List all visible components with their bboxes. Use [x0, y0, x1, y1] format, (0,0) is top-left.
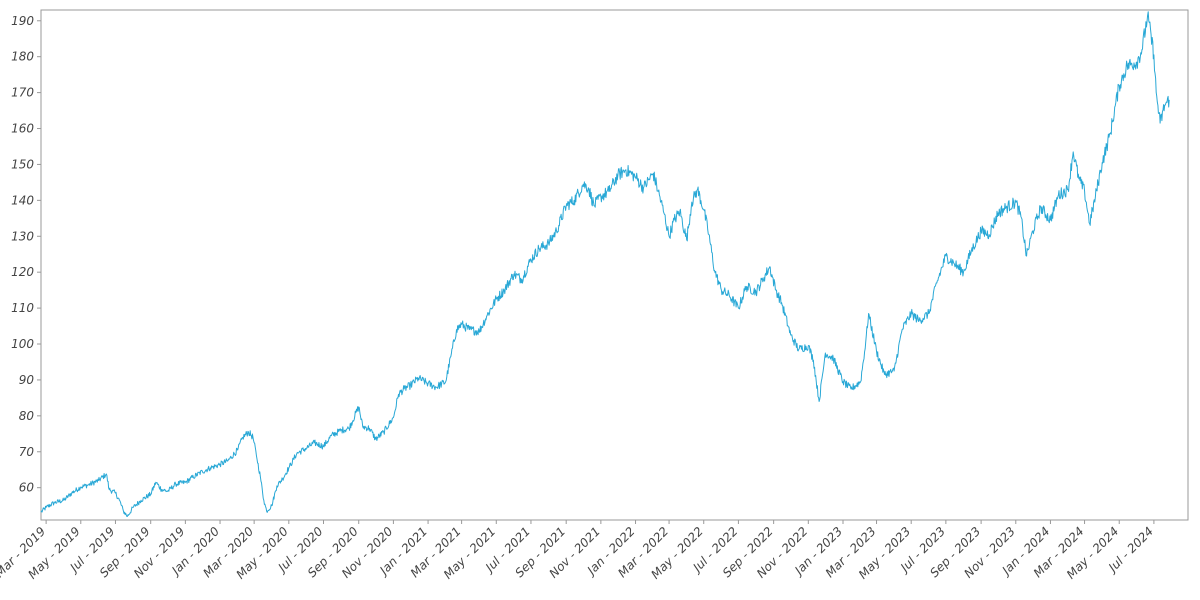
y-tick-label: 150 — [11, 157, 34, 171]
y-axis: 60 70 80 90 100 110 120 130 140 150 160 170 180 190 — [11, 14, 41, 495]
y-tick-label: 160 — [11, 122, 34, 136]
y-tick-label: 180 — [11, 50, 34, 64]
y-tick-label: 90 — [19, 373, 35, 387]
y-tick-label: 190 — [11, 14, 34, 28]
y-tick-label: 140 — [11, 193, 34, 207]
y-tick-label: 70 — [19, 445, 35, 459]
series-layer — [40, 11, 1170, 517]
y-tick-label: 80 — [19, 409, 35, 423]
plot-frame — [40, 9, 1189, 521]
y-tick-label: 170 — [11, 86, 34, 100]
plot-border — [40, 9, 1189, 521]
y-tick-label: 130 — [11, 229, 34, 243]
y-tick-label: 110 — [11, 301, 34, 315]
y-tick-label: 100 — [11, 337, 34, 351]
y-tick-label: 60 — [19, 481, 35, 495]
series-line — [40, 11, 1170, 517]
y-tick-label: 120 — [11, 265, 34, 279]
